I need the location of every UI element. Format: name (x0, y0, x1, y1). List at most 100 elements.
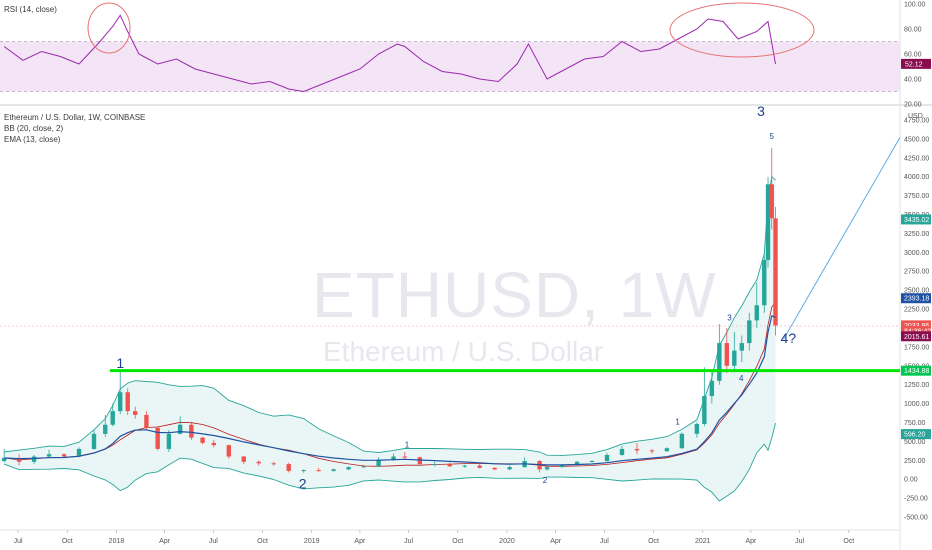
candle-body (125, 392, 130, 412)
price-tag-label: 2393.18 (904, 296, 929, 303)
candle-body (211, 442, 217, 446)
time-tick-label: Apr (354, 538, 366, 545)
price-tag-label: 596.20 (904, 432, 926, 439)
rsi-tick-label: 20.00 (904, 102, 922, 109)
wave-label: 1 (405, 440, 410, 449)
candle-body (664, 448, 670, 452)
candle-body (732, 350, 737, 366)
candle-body (91, 433, 97, 449)
price-tick-label: 3250.00 (904, 231, 929, 238)
rsi-band (0, 41, 900, 92)
candle-body (634, 448, 640, 451)
wave-labels: 1 2 3 4? 1 2 3 4 5 1 (116, 103, 796, 491)
candle-body (462, 465, 467, 467)
ema-line (4, 315, 776, 466)
rsi-tick-label: 80.00 (904, 27, 922, 34)
time-tick-label: Jul (404, 538, 413, 545)
watermark-description: Ethereum / U.S. Dollar (323, 336, 604, 367)
time-tick-label: 2019 (304, 538, 320, 545)
candle-body (544, 467, 550, 470)
candle-body (118, 392, 123, 412)
candle-body (477, 465, 482, 468)
price-tick-label: 3000.00 (904, 250, 929, 257)
candle-body (589, 461, 595, 463)
time-tick-label: Oct (62, 538, 73, 545)
price-axis[interactable]: USD4750.004500.004250.004000.003750.0035… (904, 113, 929, 522)
candle-body (200, 437, 205, 443)
time-tick-label: 2021 (695, 538, 711, 545)
wave-label: 3 (727, 313, 732, 322)
price-tag-bg (901, 325, 931, 336)
candle-body (694, 423, 700, 434)
candle-body (1, 458, 7, 462)
wave-label: 3 (757, 103, 765, 119)
candle-body (717, 343, 722, 381)
candle-body (166, 433, 172, 449)
ema-legend[interactable]: EMA (13, close) (4, 135, 61, 144)
time-tick-label: Apr (745, 538, 757, 545)
candle-body (702, 396, 707, 424)
candle-body (132, 411, 138, 415)
time-tick-label: Jul (600, 538, 609, 545)
bollinger-band-fill (4, 176, 776, 501)
price-tick-label: 2750.00 (904, 269, 929, 276)
rsi-tick-label: 60.00 (904, 52, 922, 59)
trend-projection-line[interactable] (783, 137, 901, 340)
candle-body (447, 464, 452, 467)
bollinger-lower-line (3, 422, 776, 502)
candle-body (559, 464, 565, 468)
rsi-current-value: 52.12 (905, 61, 923, 68)
candle-body (773, 218, 778, 326)
bb-legend[interactable]: BB (20, close, 2) (4, 124, 64, 133)
candle-body (103, 424, 108, 434)
candle-body (754, 305, 759, 321)
price-tag: 2393.18 (901, 293, 931, 304)
rsi-tick-label: 100.00 (904, 2, 926, 9)
price-tick-label: 4750.00 (904, 118, 929, 125)
price-tick-label: 4500.00 (904, 136, 929, 143)
candle-body (724, 343, 730, 366)
time-axis[interactable]: Jul Oct 2018 Apr Jul Oct 2019 Apr Jul Oct 2020 Apr J… (14, 530, 855, 545)
wave-label: 1 (116, 355, 124, 371)
rsi-legend-title[interactable]: RSI (14, close) (4, 5, 57, 14)
candle-body (769, 184, 774, 219)
price-tick-label: 1000.00 (904, 401, 929, 408)
rsi-ellipse-left (87, 2, 131, 54)
price-tag: 3435.02 (901, 214, 931, 225)
candle-body (432, 464, 437, 466)
price-tag: 1434.88 (901, 365, 931, 376)
rsi-ellipse-right (669, 2, 815, 58)
candles (1, 147, 778, 473)
wave-label: 4 (739, 374, 744, 383)
rsi-axis[interactable]: 100.00 80.00 60.00 40.00 20.00 52.12 (901, 2, 931, 109)
price-tag-bg (901, 331, 931, 342)
time-tick-label: Jul (14, 538, 23, 545)
candle-body (110, 411, 115, 425)
candle-body (16, 458, 22, 462)
rsi-line (3, 14, 776, 93)
main-legend[interactable]: Ethereum / U.S. Dollar, 1W, COINBASE BB … (4, 112, 145, 145)
candle-body (155, 427, 160, 449)
price-tick-label: 0.00 (904, 477, 918, 484)
candle-body (76, 448, 82, 457)
wave-label: 2 (299, 475, 307, 491)
candle-body (31, 456, 37, 462)
candle-body (241, 456, 246, 462)
price-tag: 596.20 (901, 429, 931, 440)
candle-body (46, 454, 52, 457)
candle-body (391, 456, 396, 460)
symbol-title[interactable]: Ethereum / U.S. Dollar, 1W, COINBASE (4, 113, 146, 122)
price-tag-bg (901, 293, 931, 304)
rsi-grid (0, 41, 900, 92)
candle-body (402, 456, 407, 458)
candle-body (177, 424, 183, 434)
price-tick-label: 4250.00 (904, 155, 929, 162)
time-tick-label: Apr (159, 538, 171, 545)
wave-label: 4? (781, 330, 797, 346)
candle-body (604, 454, 610, 462)
price-tick-label: 250.00 (904, 458, 926, 465)
candle-body (331, 469, 336, 471)
candle-body (709, 380, 715, 397)
price-tag-bg (901, 320, 931, 331)
price-tick-label: -500.00 (904, 515, 928, 522)
